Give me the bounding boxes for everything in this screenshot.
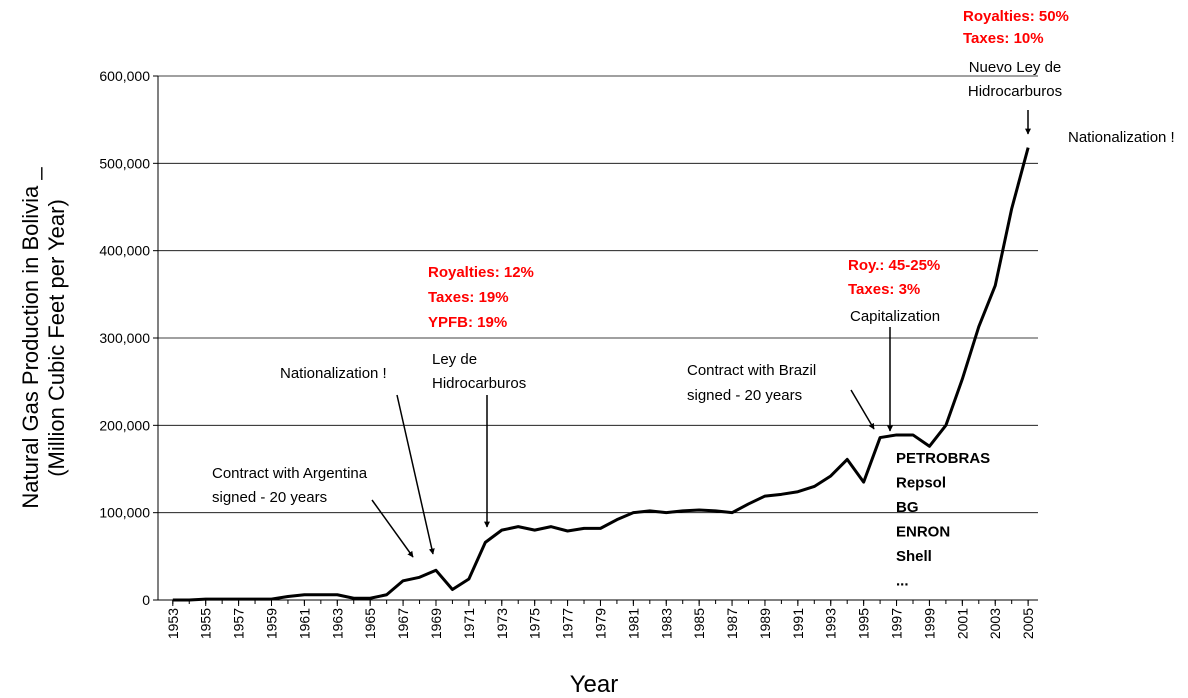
y-tick-label: 600,000 [99, 68, 150, 84]
annotation: Taxes: 10% [963, 30, 1044, 47]
annotation: Royalties: 50% [963, 8, 1069, 25]
x-tick-label: 1979 [592, 608, 608, 639]
x-tick-label: 1977 [560, 608, 576, 639]
y-axis-title-line: (Million Cubic Feet per Year) [44, 199, 69, 477]
x-axis-title: Year [570, 671, 619, 698]
x-tick-label: 2003 [987, 608, 1003, 639]
annotation: Nationalization ! [280, 365, 387, 382]
annotation: Repsol [896, 475, 946, 492]
x-tick-label: 1957 [231, 608, 247, 639]
annotation: signed - 20 years [687, 387, 802, 404]
x-tick-label: 1975 [527, 608, 543, 639]
x-tick-label: 1971 [461, 608, 477, 639]
y-tick-label: 0 [142, 592, 150, 608]
x-tick-label: 1997 [889, 608, 905, 639]
x-tick-label: 2005 [1020, 608, 1036, 639]
x-tick-label: 1959 [263, 608, 279, 639]
annotation: Hidrocarburos [968, 83, 1062, 100]
annotation: Roy.: 45-25% [848, 257, 940, 274]
annotation: Royalties: 12% [428, 264, 534, 281]
y-tick-label: 500,000 [99, 155, 150, 171]
annotation: YPFB: 19% [428, 314, 507, 331]
annotation: signed - 20 years [212, 489, 327, 506]
annotation: Taxes: 19% [428, 289, 509, 306]
x-tick-label: 1969 [428, 608, 444, 639]
x-tick-label: 1993 [823, 608, 839, 639]
annotation: ENRON [896, 524, 950, 541]
annotation: Contract with Argentina [212, 465, 368, 482]
x-tick-label: 2001 [954, 608, 970, 639]
annotation: Shell [896, 548, 932, 565]
y-tick-label: 100,000 [99, 505, 150, 521]
annotation: PETROBRAS [896, 450, 990, 467]
x-tick-label: 1999 [921, 608, 937, 639]
annotation: Taxes: 3% [848, 281, 920, 298]
arrow [850, 389, 875, 430]
y-axis-title-line: Natural Gas Production in Bolivia _ [18, 167, 43, 509]
x-tick-label: 1981 [625, 608, 641, 639]
annotation: Nationalization ! [1068, 129, 1175, 146]
arrows [371, 110, 1031, 558]
data-line [172, 147, 1030, 602]
x-tick-label: 1953 [165, 608, 181, 639]
annotation: Contract with Brazil [687, 362, 816, 379]
x-tick-label: 1989 [757, 608, 773, 639]
x-tick-label: 1991 [790, 608, 806, 639]
x-tick-label: 1983 [658, 608, 674, 639]
annotation: Hidrocarburos [432, 375, 526, 392]
annotation: Ley de [432, 351, 477, 368]
y-tick-label: 300,000 [99, 330, 150, 346]
x-tick-label: 1955 [198, 608, 214, 639]
annotation: Nuevo Ley de [969, 59, 1062, 76]
x-tick-label: 1967 [395, 608, 411, 639]
y-axis-title: Natural Gas Production in Bolivia _ (Mil… [18, 167, 69, 509]
y-tick-label: 200,000 [99, 417, 150, 433]
annotation: Capitalization [850, 308, 940, 325]
y-tick-label: 400,000 [99, 243, 150, 259]
annotation: ... [896, 573, 909, 590]
x-tick-label: 1961 [296, 608, 312, 639]
arrow [396, 394, 435, 555]
x-tick-label: 1985 [691, 608, 707, 639]
x-tick-label: 1973 [494, 608, 510, 639]
x-tick-label: 1965 [362, 608, 378, 639]
x-tick-label: 1963 [329, 608, 345, 639]
x-tick-label: 1987 [724, 608, 740, 639]
annotation: BG [896, 499, 919, 516]
x-tick-label: 1995 [856, 608, 872, 639]
arrow [371, 499, 414, 558]
